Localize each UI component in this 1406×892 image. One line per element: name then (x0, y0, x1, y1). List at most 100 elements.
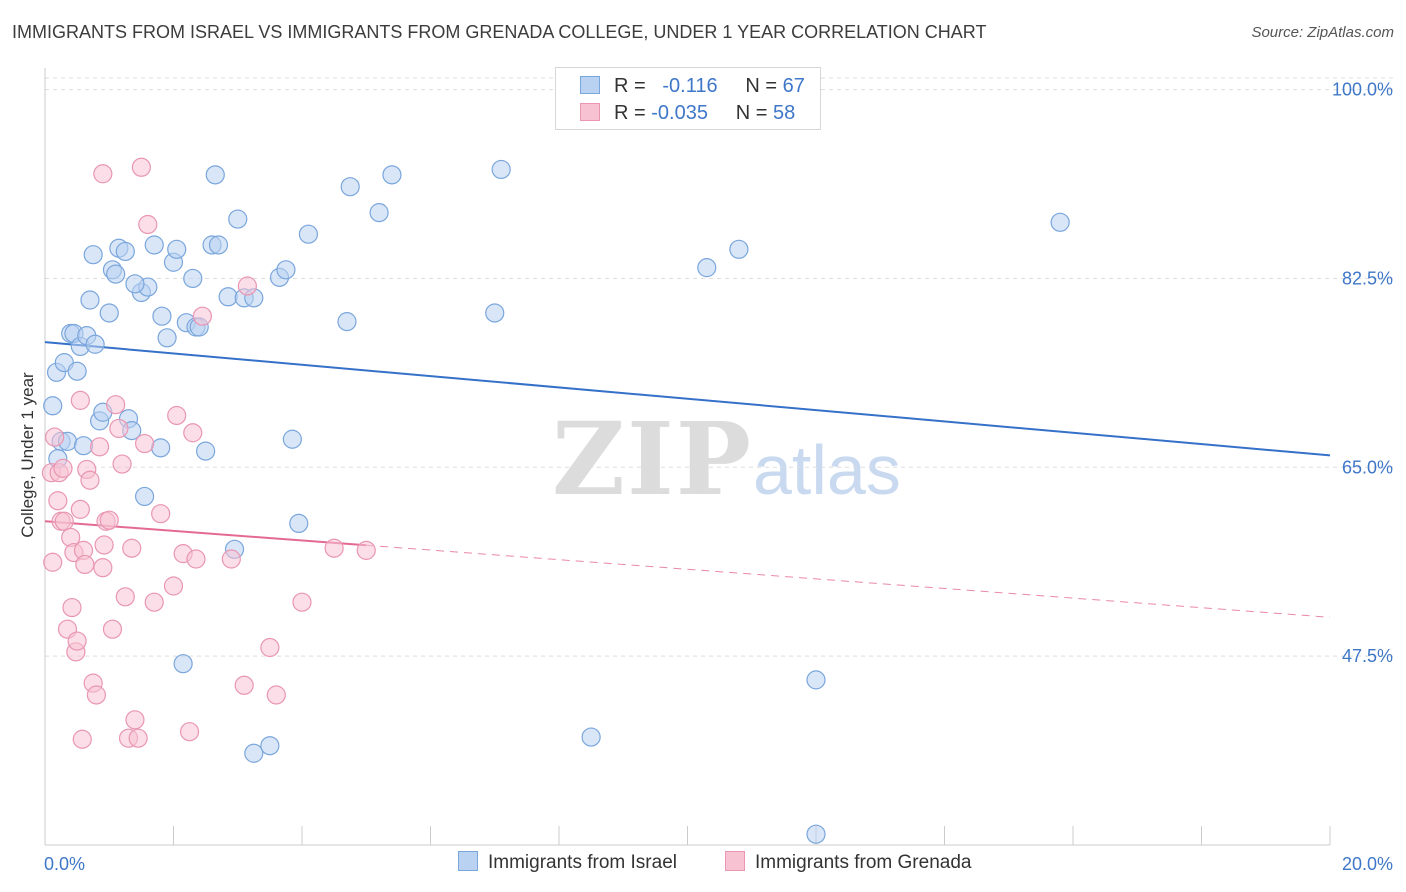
point-israel (276, 260, 296, 280)
point-grenada (45, 427, 65, 447)
point-israel (218, 287, 238, 307)
bottom-legend-grenada: Immigrants from Grenada (725, 851, 971, 877)
bottom-legend-israel: Immigrants from Israel (458, 851, 677, 877)
point-israel (806, 824, 826, 844)
point-grenada (54, 511, 74, 531)
point-israel (491, 159, 511, 180)
legend-row-grenada: R = -0.035 N = 58 (580, 102, 795, 128)
point-grenada (67, 631, 87, 651)
bottom-legend-swatch-israel (458, 851, 478, 871)
point-israel (282, 429, 302, 449)
point-grenada (106, 395, 126, 415)
y-tick-labels: 47.5% 65.0% 82.5% 100.0% (1332, 80, 1393, 667)
point-grenada (112, 454, 132, 474)
point-israel (115, 241, 135, 262)
point-grenada (179, 722, 200, 742)
point-israel (382, 165, 402, 185)
correlation-legend: R = -0.116 N = 67 R = -0.035 N = 58 (555, 67, 821, 130)
point-grenada (237, 276, 257, 296)
point-grenada (109, 418, 129, 439)
trend-lines (44, 341, 1331, 618)
point-israel (152, 306, 172, 326)
point-grenada (125, 710, 145, 730)
point-grenada (192, 306, 213, 326)
point-grenada (115, 587, 135, 607)
point-grenada (86, 685, 107, 705)
y-tick-label: 65.0% (1342, 457, 1393, 477)
point-grenada (234, 675, 254, 695)
point-grenada (70, 499, 90, 519)
point-grenada (324, 538, 344, 558)
y-tick-label: 100.0% (1332, 80, 1393, 100)
legend-r-label: R = (614, 102, 646, 124)
point-israel (73, 436, 94, 456)
legend-n-label: N = (735, 102, 768, 124)
point-grenada (138, 214, 158, 235)
grid-lines (45, 77, 1393, 657)
legend-row-israel: R = -0.116 N = 67 (580, 75, 805, 101)
point-israel (485, 303, 505, 323)
legend-n-value: 58 (773, 102, 796, 124)
point-grenada (260, 637, 280, 658)
point-grenada (80, 470, 100, 490)
point-grenada (93, 558, 113, 578)
legend-r-value: -0.116 (662, 75, 718, 97)
y-tick-label: 47.5% (1342, 646, 1393, 666)
point-israel (157, 328, 177, 348)
point-israel (80, 290, 100, 310)
point-grenada (72, 729, 92, 749)
legend-n-value: 67 (782, 75, 805, 97)
chart-title: IMMIGRANTS FROM ISRAEL VS IMMIGRANTS FRO… (12, 22, 987, 42)
point-grenada (128, 728, 148, 748)
point-grenada (43, 552, 63, 572)
point-grenada (183, 423, 203, 443)
point-israel (196, 441, 216, 461)
watermark-zip: ZIP (552, 400, 753, 518)
point-israel (1050, 212, 1070, 232)
bottom-legend-label-israel: Immigrants from Israel (488, 852, 677, 873)
point-israel (260, 736, 280, 756)
legend-r-label: R = (614, 75, 646, 97)
point-grenada (266, 685, 286, 705)
point-grenada (93, 164, 113, 184)
point-grenada (99, 510, 119, 530)
bottom-legend-label-grenada: Immigrants from Grenada (755, 852, 972, 873)
source-label: Source: ZipAtlas.com (1251, 24, 1394, 41)
point-israel (144, 235, 164, 255)
point-grenada (94, 535, 114, 555)
point-israel (99, 303, 119, 323)
point-grenada (167, 405, 187, 426)
point-grenada (134, 433, 155, 454)
point-israel (697, 258, 717, 278)
point-israel (125, 274, 145, 294)
legend-r-value: -0.035 (651, 102, 708, 124)
point-israel (369, 203, 389, 223)
x-tick-label: 0.0% (44, 854, 85, 874)
point-israel (134, 486, 155, 507)
watermark: ZIPatlas (552, 400, 901, 518)
x-tick-labels: 0.0% 20.0% (44, 854, 1393, 874)
point-israel (729, 239, 749, 259)
point-israel (106, 264, 126, 284)
point-grenada (221, 549, 241, 569)
point-israel (43, 396, 63, 416)
point-grenada (163, 576, 184, 596)
point-grenada (292, 592, 312, 612)
point-grenada (144, 592, 164, 612)
legend-swatch-israel (580, 76, 600, 94)
data-points (41, 157, 1070, 844)
y-tick-label: 82.5% (1342, 268, 1393, 288)
watermark-atlas: atlas (752, 431, 901, 509)
point-grenada (102, 619, 123, 639)
point-israel (244, 743, 264, 763)
point-grenada (53, 458, 73, 478)
trend-line-solid (44, 341, 1331, 457)
point-israel (340, 177, 360, 197)
point-israel (228, 209, 248, 229)
y-axis-title: College, Under 1 year (18, 372, 37, 538)
point-grenada (356, 540, 376, 560)
point-israel (289, 513, 309, 534)
point-grenada (186, 549, 206, 569)
point-israel (167, 239, 187, 259)
